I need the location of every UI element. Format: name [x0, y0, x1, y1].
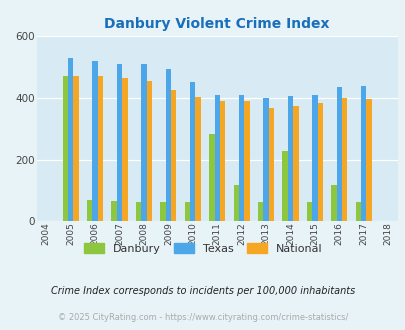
Bar: [87, 200, 92, 221]
Text: Crime Index corresponds to incidents per 100,000 inhabitants: Crime Index corresponds to incidents per…: [51, 286, 354, 296]
Bar: [292, 106, 298, 221]
Bar: [195, 97, 200, 221]
Bar: [306, 202, 311, 221]
Bar: [263, 98, 268, 221]
Bar: [336, 87, 341, 221]
Bar: [117, 64, 122, 221]
Bar: [209, 134, 214, 221]
Bar: [92, 61, 98, 221]
Bar: [268, 108, 273, 221]
Bar: [184, 202, 190, 221]
Bar: [287, 96, 292, 221]
Bar: [244, 101, 249, 221]
Bar: [190, 82, 195, 221]
Bar: [136, 202, 141, 221]
Bar: [282, 151, 287, 221]
Bar: [73, 76, 79, 221]
Bar: [355, 202, 360, 221]
Bar: [239, 95, 244, 221]
Title: Danbury Violent Crime Index: Danbury Violent Crime Index: [104, 17, 329, 31]
Bar: [341, 98, 347, 221]
Bar: [171, 89, 176, 221]
Bar: [62, 76, 68, 221]
Bar: [160, 202, 165, 221]
Bar: [365, 99, 371, 221]
Legend: Danbury, Texas, National: Danbury, Texas, National: [79, 239, 326, 258]
Bar: [220, 101, 225, 221]
Bar: [141, 64, 146, 221]
Bar: [330, 185, 336, 221]
Bar: [68, 58, 73, 221]
Bar: [98, 76, 103, 221]
Bar: [122, 79, 127, 221]
Bar: [360, 86, 365, 221]
Bar: [311, 95, 317, 221]
Bar: [214, 95, 220, 221]
Bar: [257, 202, 263, 221]
Bar: [146, 81, 151, 221]
Bar: [111, 201, 117, 221]
Bar: [165, 69, 171, 221]
Bar: [317, 103, 322, 221]
Bar: [233, 185, 239, 221]
Text: © 2025 CityRating.com - https://www.cityrating.com/crime-statistics/: © 2025 CityRating.com - https://www.city…: [58, 313, 347, 322]
